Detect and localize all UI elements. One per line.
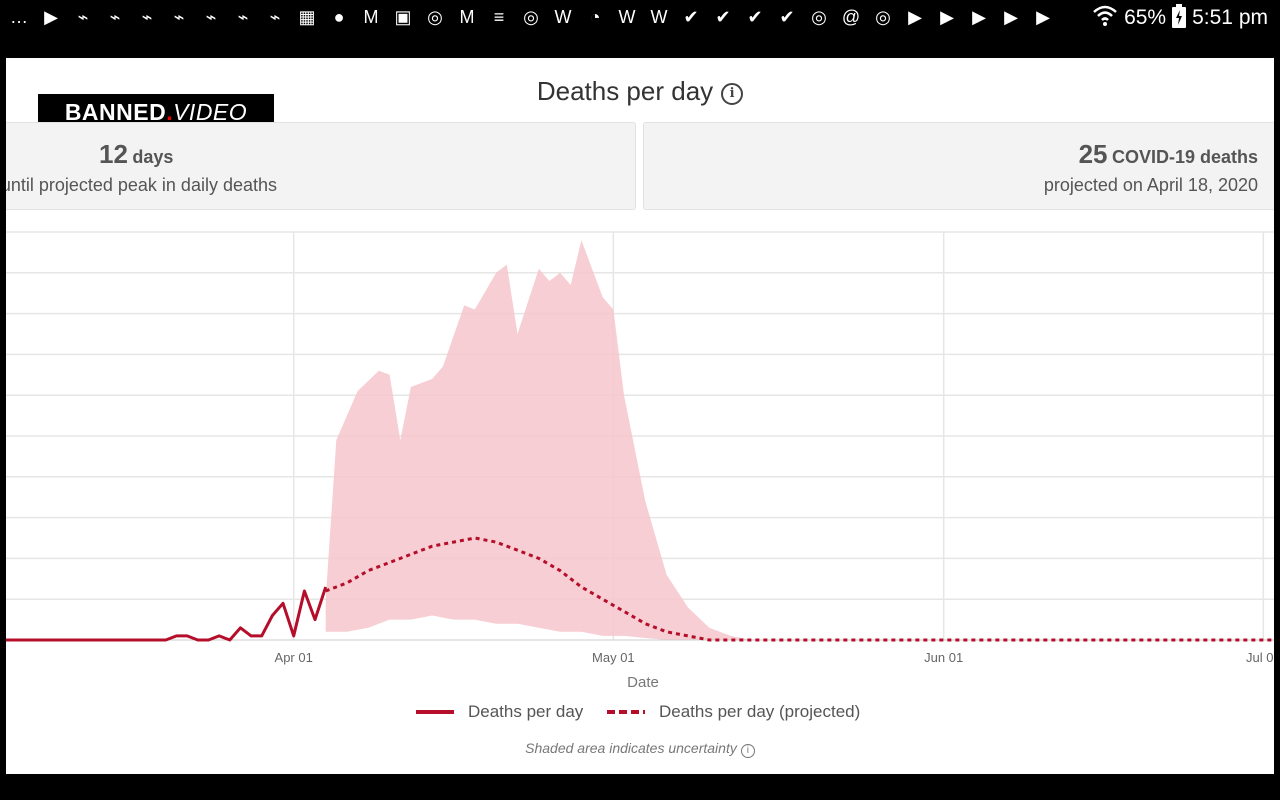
projected-deaths-caption: projected on April 18, 2020 <box>1043 175 1258 195</box>
messages-icon: … <box>10 7 28 27</box>
legend-solid-swatch <box>416 710 454 714</box>
legend-actual-label: Deaths per day <box>468 702 584 721</box>
deaths-chart: Apr 01 May 01 Jun 01 Jul 01 Date <box>6 231 1274 691</box>
youtube-icon: ▶ <box>1004 7 1018 27</box>
uncertainty-band <box>325 240 752 640</box>
legend-projected[interactable]: Deaths per day (projected) <box>607 702 860 722</box>
messenger-icon: ⌁ <box>205 7 217 27</box>
check-icon: ✔ <box>779 7 795 27</box>
projected-deaths-card: 25 COVID-19 deaths projected on April 18… <box>643 122 1274 210</box>
info-icon-small[interactable]: i <box>740 744 755 758</box>
wordpress-icon: W <box>554 7 572 27</box>
x-tick-label: Jun 01 <box>924 650 963 665</box>
chrome-icon: ◔ <box>589 7 601 27</box>
x-axis-title: Date <box>627 674 659 691</box>
gallery-icon: ▣ <box>394 7 412 27</box>
legend-dashed-swatch <box>607 710 645 714</box>
instagram-icon: ◎ <box>811 7 827 27</box>
projected-deaths-unit: COVID-19 deaths <box>1111 147 1258 167</box>
x-tick-label: Apr 01 <box>275 650 313 665</box>
youtube-icon: ▶ <box>44 7 58 27</box>
legend-actual[interactable]: Deaths per day <box>416 702 583 722</box>
peak-days-caption: until projected peak in daily deaths <box>6 175 277 195</box>
status-bar: … ▶ ⌁ ⌁ ⌁ ⌁ ⌁ ⌁ ⌁ ▦ ● M ▣ ◎ M ≡ ◎ W ◔ W W ✔ ✔ ✔ ✔ ◎ @ ◎ ▶ ▶ ▶ ▶ ▶ 65% 5:… <box>0 0 1280 36</box>
instagram-icon: ◎ <box>427 7 443 27</box>
battery-charging-icon <box>1172 3 1187 33</box>
calendar-icon: ▦ <box>298 7 316 27</box>
video-frame: Deaths per day i BANNED.VIDEO 12 days unt… <box>6 58 1274 774</box>
gmail-icon: M <box>459 7 475 27</box>
at-icon: @ <box>841 7 861 27</box>
x-tick-label: Jul 01 <box>1246 650 1274 665</box>
check-icon: ✔ <box>683 7 699 27</box>
youtube-icon: ▶ <box>908 7 922 27</box>
peak-days-value: 12 <box>99 139 128 169</box>
messenger-icon: ⌁ <box>77 7 89 27</box>
check-icon: ✔ <box>715 7 731 27</box>
wordpress-icon: W <box>618 7 636 27</box>
projected-deaths-value: 25 <box>1078 139 1108 169</box>
instagram-icon: ◎ <box>523 7 539 27</box>
youtube-icon: ▶ <box>972 7 986 27</box>
chart-title: Deaths per day <box>536 76 714 106</box>
uncertainty-note: Shaded area indicates uncertainty i <box>6 740 1274 758</box>
chart-title-row: Deaths per day i <box>6 76 1274 107</box>
info-icon[interactable]: i <box>721 83 744 105</box>
series-line-actual <box>6 586 328 642</box>
series-line-projected <box>325 536 1274 642</box>
instagram-icon: ◎ <box>875 7 891 27</box>
peak-days-card: 12 days until projected peak in daily de… <box>6 122 636 210</box>
clock: 5:51 pm <box>1192 6 1268 29</box>
wifi-icon <box>1092 4 1118 33</box>
youtube-icon: ▶ <box>940 7 954 27</box>
chart-legend: Deaths per day Deaths per day (projected… <box>6 702 1274 726</box>
status-right: 65% 5:51 pm <box>1092 3 1268 33</box>
gmail-icon: M <box>363 7 379 27</box>
messenger-icon: ⌁ <box>237 7 249 27</box>
youtube-icon: ▶ <box>1036 7 1050 27</box>
legend-projected-label: Deaths per day (projected) <box>659 702 861 721</box>
messenger-icon: ⌁ <box>141 7 153 27</box>
messenger-icon: ⌁ <box>269 7 281 27</box>
messenger-icon: ⌁ <box>109 7 121 27</box>
peak-days-unit: days <box>132 147 174 167</box>
check-icon: ✔ <box>747 7 763 27</box>
wordpress-icon: W <box>650 7 668 27</box>
x-tick-label: May 01 <box>592 650 635 665</box>
news-icon: ≡ <box>493 7 505 27</box>
chat-icon: ● <box>333 7 345 27</box>
battery-percent: 65% <box>1124 6 1167 29</box>
uncertainty-note-text: Shaded area indicates uncertainty <box>525 740 737 756</box>
messenger-icon: ⌁ <box>173 7 185 27</box>
